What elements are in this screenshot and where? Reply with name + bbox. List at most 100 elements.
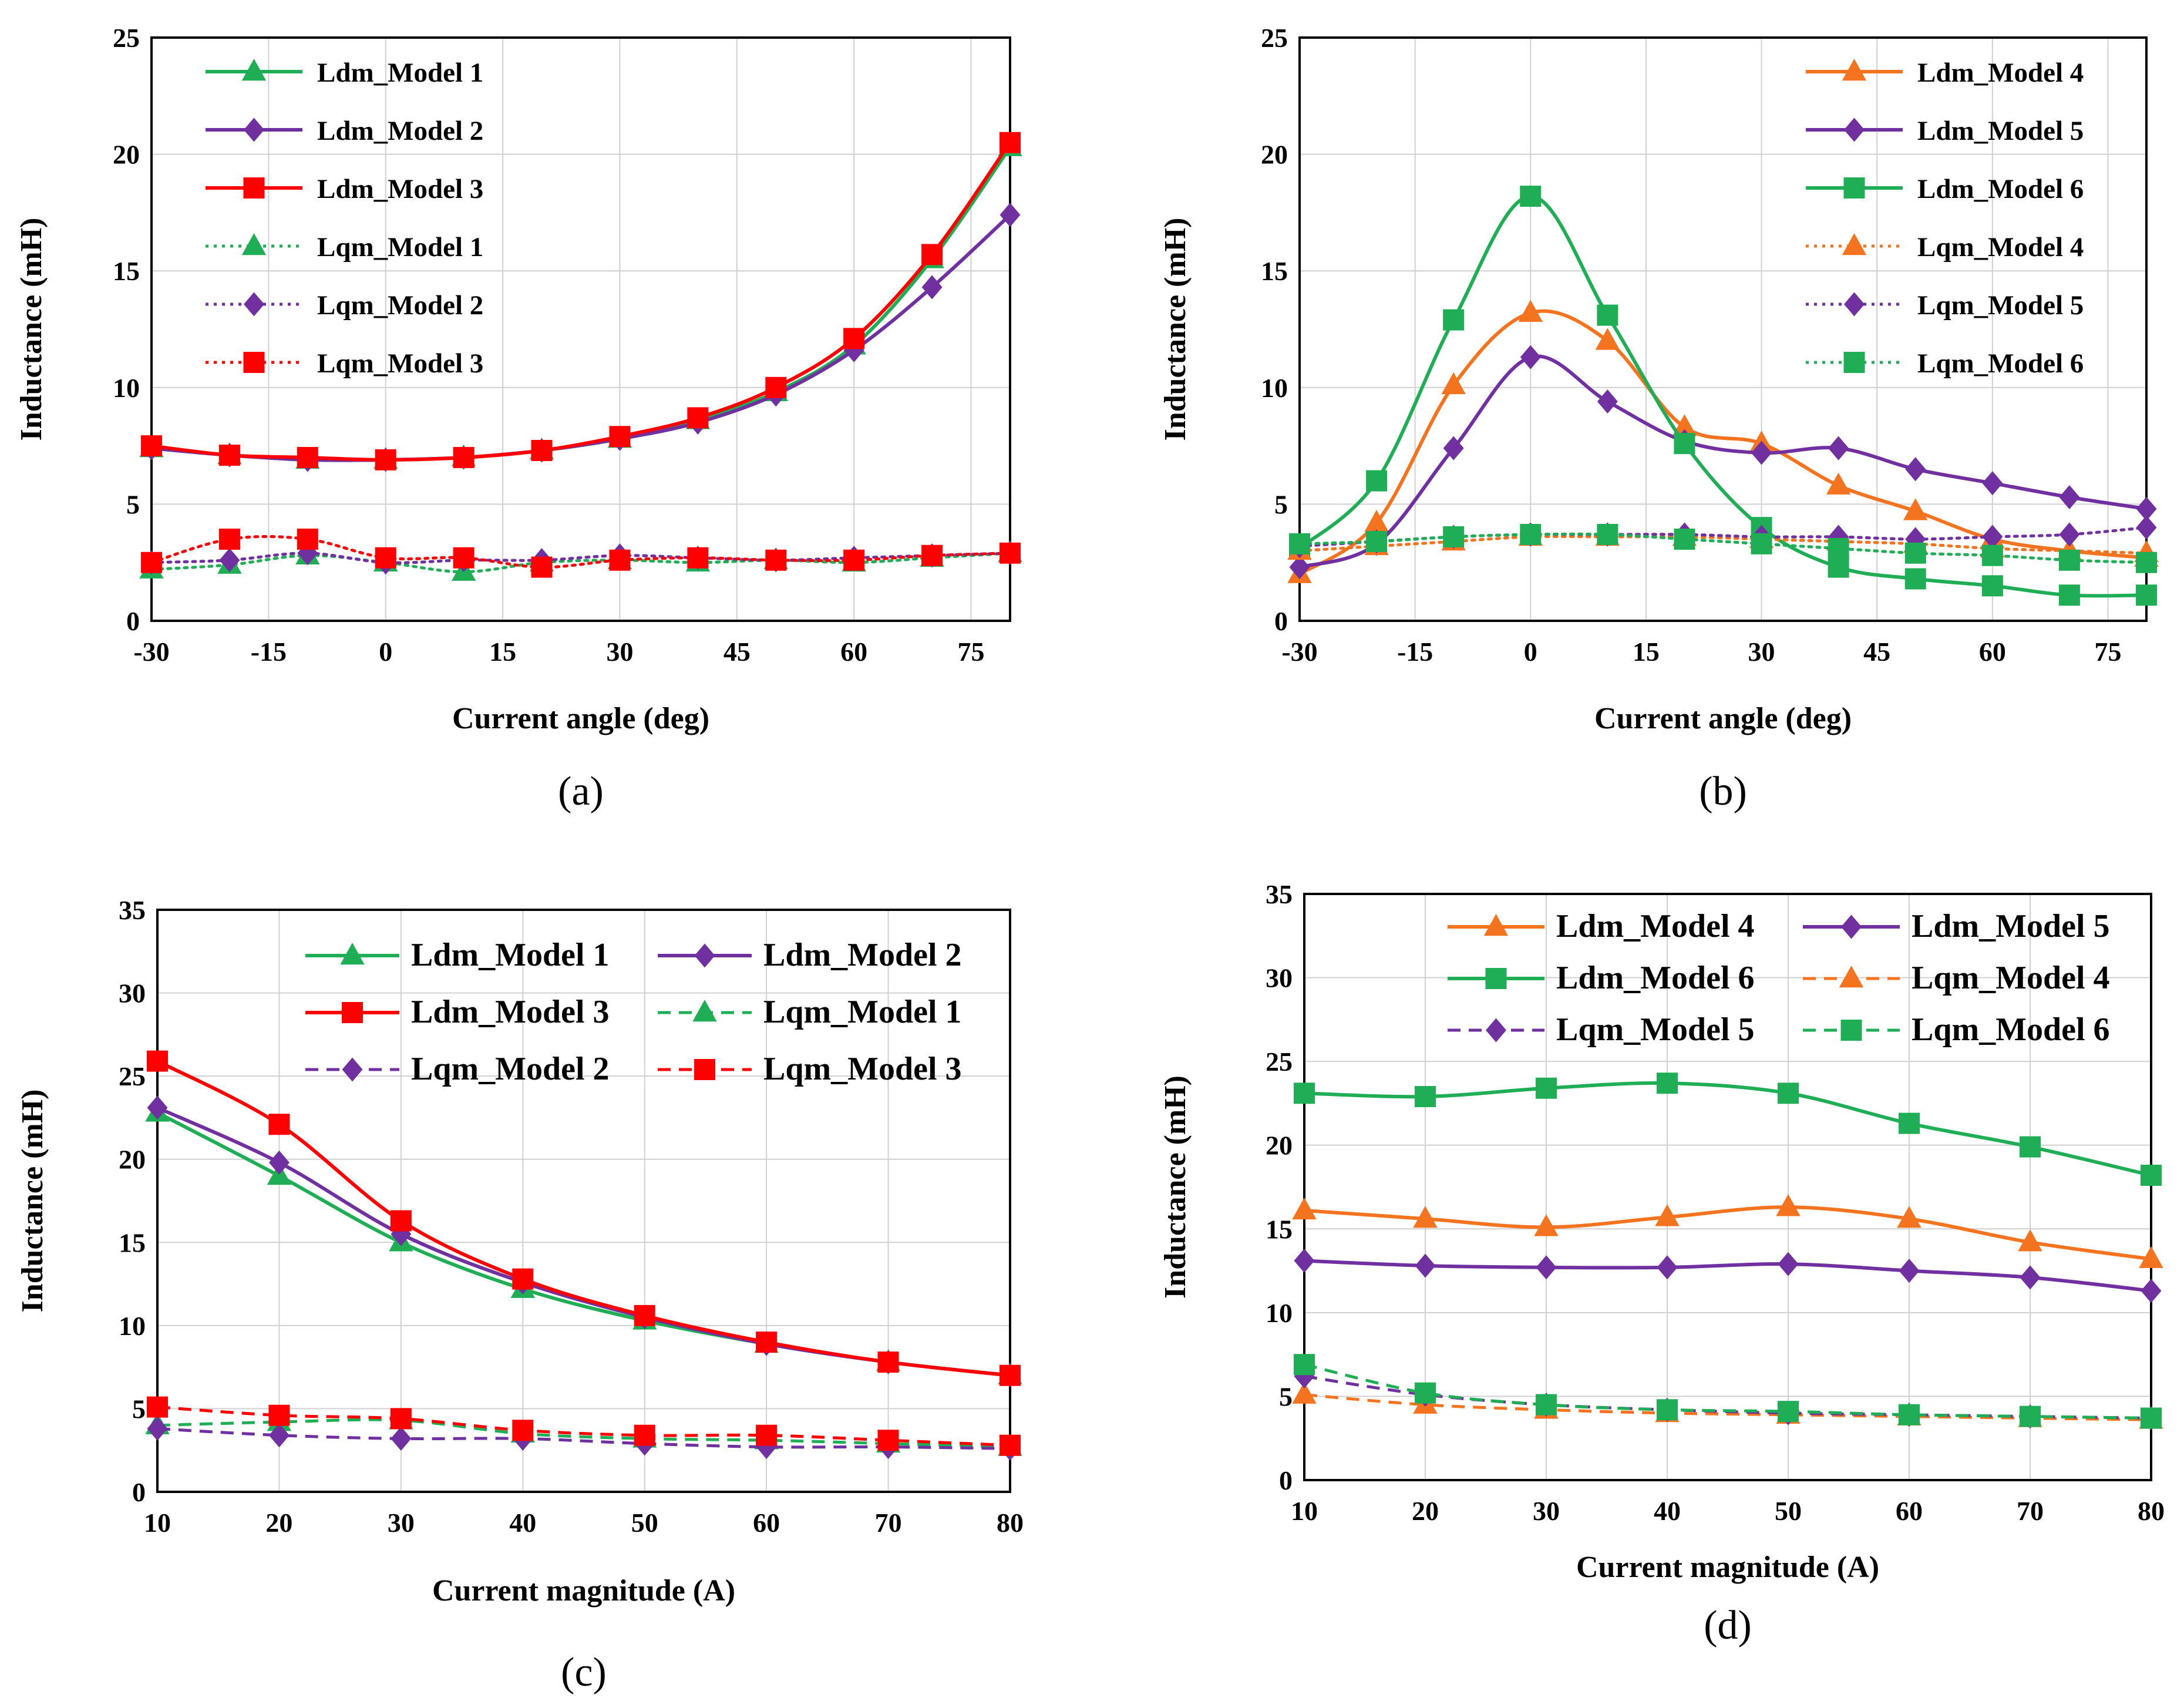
data-point: [147, 1050, 168, 1072]
data-point: [1674, 528, 1695, 550]
data-point: [1289, 533, 1310, 554]
x-tick-label: 70: [875, 1508, 902, 1538]
data-point: [147, 1095, 168, 1120]
legend-label: Lqm_Model 1: [763, 994, 962, 1030]
legend-item: Lqm_Model 3: [206, 348, 483, 379]
data-point: [453, 446, 475, 468]
chart-b: 0 5 10 15 20 25 -30 -15 0 15 30 45 60 75 Current angle…: [1159, 23, 2159, 814]
series-line: [151, 213, 1012, 462]
data-point: [1000, 1364, 1021, 1386]
x-tick-label: 50: [631, 1508, 658, 1538]
data-point: [390, 1210, 412, 1232]
legend-marker: [1844, 117, 1865, 142]
series-line: [157, 1427, 1011, 1450]
data-point: [921, 244, 943, 265]
series-ldm-model-6: [1289, 186, 2157, 606]
x-axis-title: Current magnitude (A): [1576, 1551, 1879, 1584]
y-tick-label: 5: [126, 489, 140, 519]
y-tick-label: 5: [132, 1394, 146, 1424]
data-point: [1751, 441, 1772, 465]
legend-label: Ldm_Model 6: [1917, 174, 2084, 204]
data-point: [1655, 1204, 1680, 1226]
data-point: [512, 1268, 534, 1290]
data-point: [147, 1396, 168, 1418]
series-line: [157, 1406, 1011, 1447]
series-lqm-model-6: [1294, 1354, 2162, 1429]
legend-marker: [241, 233, 267, 255]
data-point: [1778, 1082, 1799, 1104]
data-point: [1899, 1112, 1920, 1134]
data-point: [141, 435, 162, 457]
x-tick-label: 40: [1654, 1496, 1681, 1526]
series-ldm-model-4: [1292, 1194, 2163, 1268]
x-axis-title: Current magnitude (A): [432, 1574, 735, 1608]
legend-label: Lqm_Model 4: [1917, 232, 2084, 263]
legend-label: Lqm_Model 2: [317, 290, 483, 321]
legend-item: Ldm_Model 4: [1448, 908, 1755, 944]
plot-frame: [1298, 36, 2148, 622]
data-point: [877, 1351, 899, 1373]
data-point: [921, 544, 943, 566]
legend-label: Ldm_Model 5: [1912, 908, 2110, 944]
legend-item: Lqm_Model 2: [206, 290, 483, 321]
y-tick-label: 15: [119, 1228, 146, 1257]
y-tick-label: 10: [1261, 373, 1288, 403]
data-point: [453, 547, 475, 569]
data-point: [1000, 132, 1021, 153]
y-tick-label: 0: [1279, 1465, 1293, 1495]
series-line: [156, 1106, 1011, 1377]
data-point: [1981, 575, 2003, 597]
data-point: [1443, 526, 1465, 548]
y-tick-label: 20: [119, 1145, 146, 1175]
data-point: [1657, 1399, 1678, 1421]
data-point: [268, 1114, 290, 1135]
data-point: [141, 552, 162, 573]
data-point: [1413, 1206, 1438, 1228]
x-tick-label: 10: [1291, 1496, 1318, 1526]
series-line: [1298, 532, 2148, 564]
legend-marker: [1839, 965, 1864, 988]
data-point: [1899, 1404, 1920, 1425]
series-line: [157, 1418, 1011, 1449]
series-ldm-model-3: [141, 132, 1021, 470]
data-point: [1520, 345, 1541, 369]
legend-item: Lqm_Model 1: [658, 994, 962, 1030]
data-point: [1595, 328, 1620, 350]
y-tick-label: 10: [113, 373, 140, 403]
legend-label: Lqm_Model 6: [1917, 348, 2084, 379]
x-tick-label: -15: [251, 637, 287, 667]
legend-marker: [1842, 58, 1867, 81]
data-point: [1597, 524, 1618, 546]
legend-marker: [243, 177, 265, 199]
series-line: [1304, 1363, 2152, 1420]
data-point: [2020, 1136, 2041, 1158]
data-point: [1828, 436, 1849, 460]
series-ldm-model-5: [1289, 345, 2157, 580]
chart-c: 0 5 10 15 20 25 30 35 10 20 30 40 50 60 70 80 Current ma…: [16, 895, 1024, 1695]
legend-marker: [243, 352, 265, 373]
x-tick-label: 30: [388, 1508, 415, 1538]
data-point: [219, 548, 240, 573]
y-axis-title: Inductance (mH): [1159, 1075, 1192, 1299]
data-point: [391, 1426, 412, 1451]
series-line: [156, 1111, 1011, 1377]
x-tick-label: 0: [379, 637, 392, 667]
legend-marker: [1841, 914, 1862, 939]
data-point: [877, 1430, 899, 1451]
legend-marker: [1843, 177, 1865, 199]
x-tick-label: 80: [997, 1508, 1024, 1538]
x-tick-label: 50: [1775, 1496, 1802, 1526]
data-point: [1000, 542, 1021, 564]
legend-label: Ldm_Model 1: [317, 58, 483, 88]
series-ldm-model-3: [147, 1050, 1021, 1386]
legend-marker: [1844, 292, 1865, 317]
legend-label: Lqm_Model 1: [317, 232, 483, 263]
data-point: [2141, 1407, 2162, 1429]
data-point: [531, 556, 553, 578]
legend: Ldm_Model 4 Ldm_Model 5 Ldm_Model 6 Lqm_Mod…: [1806, 58, 2084, 379]
data-point: [843, 549, 865, 571]
x-tick-label: -30: [133, 637, 169, 667]
data-point: [268, 1404, 290, 1426]
legend-label: Ldm_Model 4: [1917, 58, 2084, 88]
data-point: [687, 407, 709, 429]
